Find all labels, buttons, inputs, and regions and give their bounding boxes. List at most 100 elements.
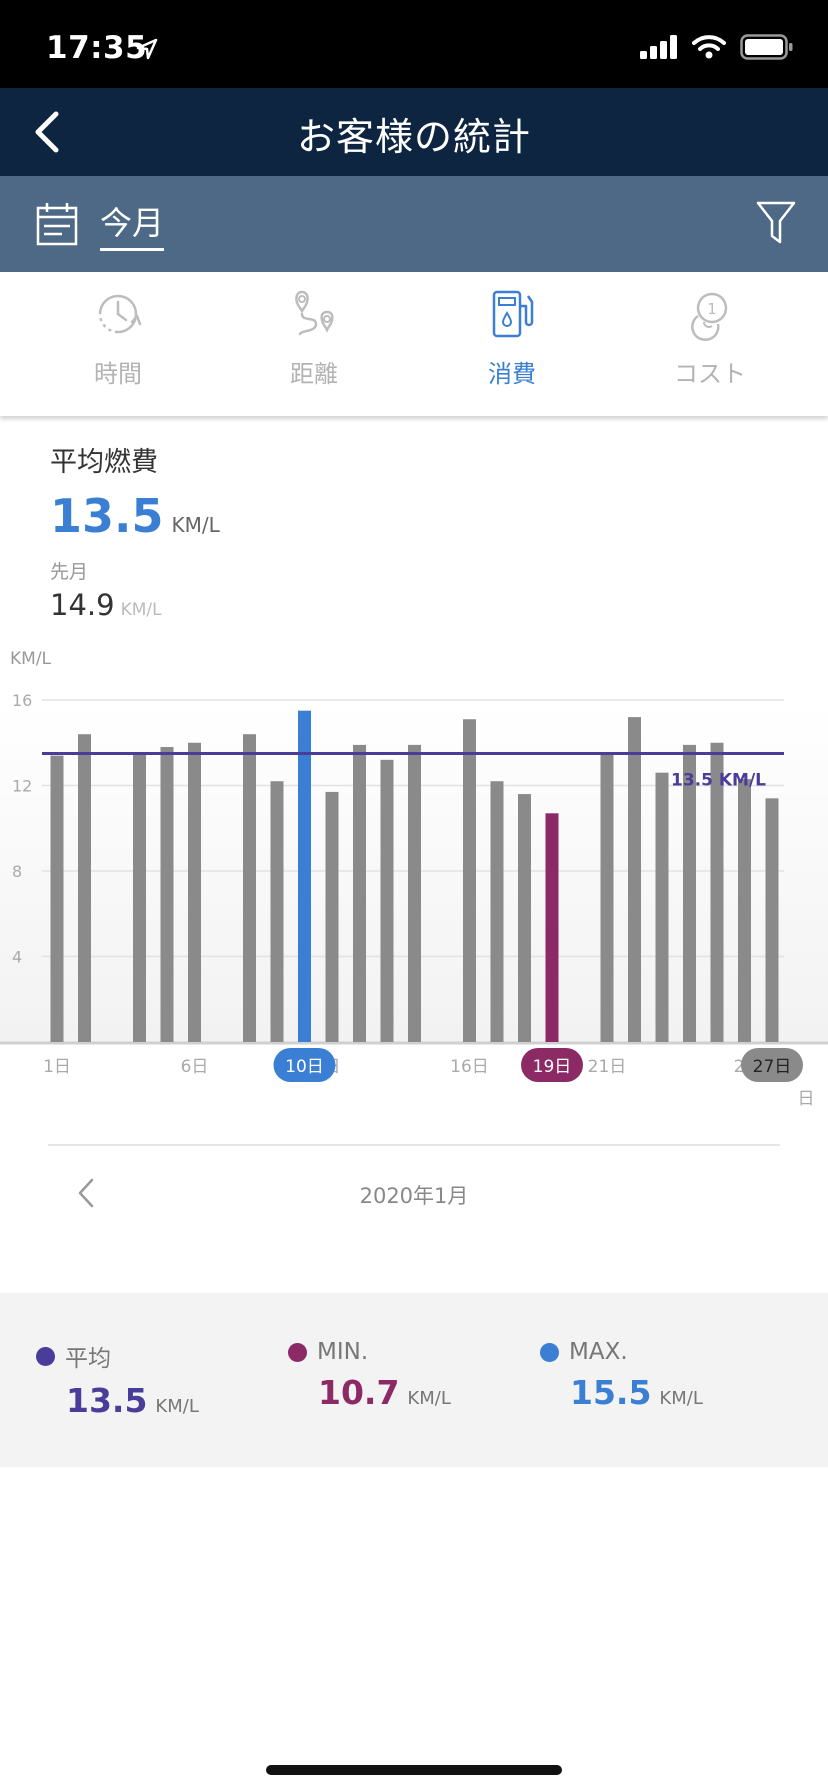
legend-dot xyxy=(36,1346,55,1366)
bar-day-13[interactable] xyxy=(380,759,394,1042)
fuel-pump-icon xyxy=(492,290,534,338)
x-tick-label: 16日 xyxy=(450,1057,489,1077)
statistics-tabs: 時間 距離 消費 1 コスト xyxy=(0,272,828,416)
status-indicators xyxy=(640,34,794,60)
bar-day-23[interactable] xyxy=(655,772,669,1042)
tab-consumption[interactable]: 消費 xyxy=(414,286,610,406)
bar-day-12[interactable] xyxy=(353,744,366,1042)
home-indicator[interactable] xyxy=(266,1765,562,1775)
max-day-badge[interactable]: 10日 xyxy=(273,1048,336,1082)
summary-value-row: 13.5 KM/L xyxy=(50,489,220,543)
x-tick-label: 6日 xyxy=(181,1057,209,1077)
bar-day-26[interactable] xyxy=(738,779,751,1042)
previous-month-label: 先月 xyxy=(50,561,89,583)
selected-day-badge-text: 27日 xyxy=(753,1057,792,1077)
coins-icon: 1 xyxy=(691,292,728,341)
tab-label: 距離 xyxy=(290,360,338,388)
average-consumption-unit: KM/L xyxy=(171,513,220,537)
min-day-badge-text: 19日 xyxy=(533,1057,572,1077)
tab-label: コスト xyxy=(674,360,746,388)
legend-unit: KM/L xyxy=(155,1396,199,1417)
x-tick-label: 1日 xyxy=(43,1057,71,1077)
previous-month-chevron-icon[interactable] xyxy=(72,1176,102,1210)
legend-dot xyxy=(540,1342,559,1362)
legend-max: MAX. 15.5 KM/L xyxy=(540,1339,703,1412)
month-label: 2020年1月 xyxy=(359,1184,469,1208)
bar-day-19[interactable] xyxy=(545,813,559,1042)
x-tick-label: 21日 xyxy=(588,1057,627,1077)
average-consumption-value: 13.5 xyxy=(50,489,164,543)
legend-name: MAX. xyxy=(569,1339,628,1365)
location-arrow-icon xyxy=(136,38,158,60)
x-tick-label-trailing: 日 xyxy=(798,1089,815,1109)
svg-text:1: 1 xyxy=(707,300,717,318)
route-icon xyxy=(295,290,334,336)
tab-time[interactable]: 時間 xyxy=(20,286,216,406)
page-title: お客様の統計 xyxy=(296,115,531,159)
bar-day-14[interactable] xyxy=(408,744,421,1042)
status-time: 17:35 xyxy=(46,30,148,66)
bar-day-22[interactable] xyxy=(628,717,641,1042)
calendar-icon[interactable] xyxy=(36,202,78,246)
y-tick-label: 12 xyxy=(12,777,32,796)
bar-day-18[interactable] xyxy=(518,794,531,1042)
selected-day-badge[interactable]: 27日 xyxy=(741,1048,803,1082)
legend-name: 平均 xyxy=(65,1346,111,1372)
y-axis-label: KM/L xyxy=(10,649,52,669)
previous-month-value: 14.9 xyxy=(50,588,115,622)
bar-day-25[interactable] xyxy=(710,742,724,1042)
bar-day-4[interactable] xyxy=(133,753,146,1042)
tab-label: 消費 xyxy=(488,360,536,388)
status-bar: 17:35 xyxy=(0,0,828,88)
tab-cost[interactable]: 1 コスト xyxy=(612,286,808,406)
tab-label: 時間 xyxy=(94,360,142,388)
min-day-badge-background xyxy=(521,1048,583,1082)
bar-day-2[interactable] xyxy=(78,734,91,1042)
bar-day-1[interactable] xyxy=(50,755,64,1042)
legend-value: 15.5 xyxy=(570,1373,652,1412)
bar-day-11[interactable] xyxy=(325,791,339,1042)
previous-month-row: 14.9 KM/L xyxy=(50,588,220,622)
y-tick-label: 4 xyxy=(12,948,22,967)
legend-dot xyxy=(288,1342,307,1362)
bar-day-27[interactable] xyxy=(765,798,779,1042)
bar-day-6[interactable] xyxy=(188,742,201,1042)
period-bar: 今月 xyxy=(0,176,828,272)
min-day-badge[interactable]: 19日 xyxy=(521,1048,583,1082)
legend-unit: KM/L xyxy=(407,1388,451,1409)
wifi-icon xyxy=(692,35,726,59)
bar-day-9[interactable] xyxy=(270,781,284,1042)
consumption-summary: 平均燃費 13.5 KM/L 先月 14.9 KM/L xyxy=(50,440,220,622)
legend-value: 13.5 xyxy=(66,1381,148,1420)
legend-value: 10.7 xyxy=(318,1373,400,1412)
average-line-label: 13.5 KM/L xyxy=(671,770,766,790)
bar-day-17[interactable] xyxy=(490,781,504,1042)
navigation-bar: お客様の統計 xyxy=(0,88,828,176)
y-tick-label: 8 xyxy=(12,862,22,881)
back-chevron-icon[interactable] xyxy=(22,106,72,158)
bar-day-5[interactable] xyxy=(160,747,174,1042)
bar-day-24[interactable] xyxy=(683,744,696,1042)
legend-min: MIN. 10.7 KM/L xyxy=(288,1339,451,1412)
cellular-signal-icon xyxy=(640,35,677,59)
filter-icon[interactable] xyxy=(756,200,796,246)
bar-day-16[interactable] xyxy=(463,719,476,1042)
max-day-badge-text: 10日 xyxy=(285,1057,324,1077)
bar-day-8[interactable] xyxy=(243,734,256,1042)
summary-title: 平均燃費 xyxy=(50,447,158,478)
max-day-badge-background xyxy=(273,1048,336,1082)
consumption-legend: 平均 13.5 KM/L MIN. 10.7 KM/L MAX. 15.5 KM… xyxy=(0,1293,828,1467)
bar-day-10[interactable] xyxy=(298,710,311,1042)
tab-distance[interactable]: 距離 xyxy=(216,286,412,406)
battery-icon xyxy=(740,34,793,60)
bar-day-21[interactable] xyxy=(600,753,614,1042)
legend-average: 平均 13.5 KM/L xyxy=(36,1339,199,1420)
period-selector[interactable]: 今月 xyxy=(100,198,165,251)
legend-unit: KM/L xyxy=(659,1388,703,1409)
legend-name: MIN. xyxy=(317,1339,369,1365)
month-divider xyxy=(48,1144,780,1146)
y-tick-label: 16 xyxy=(12,691,32,710)
previous-month-unit: KM/L xyxy=(120,600,162,620)
selected-day-badge-background xyxy=(741,1048,803,1082)
